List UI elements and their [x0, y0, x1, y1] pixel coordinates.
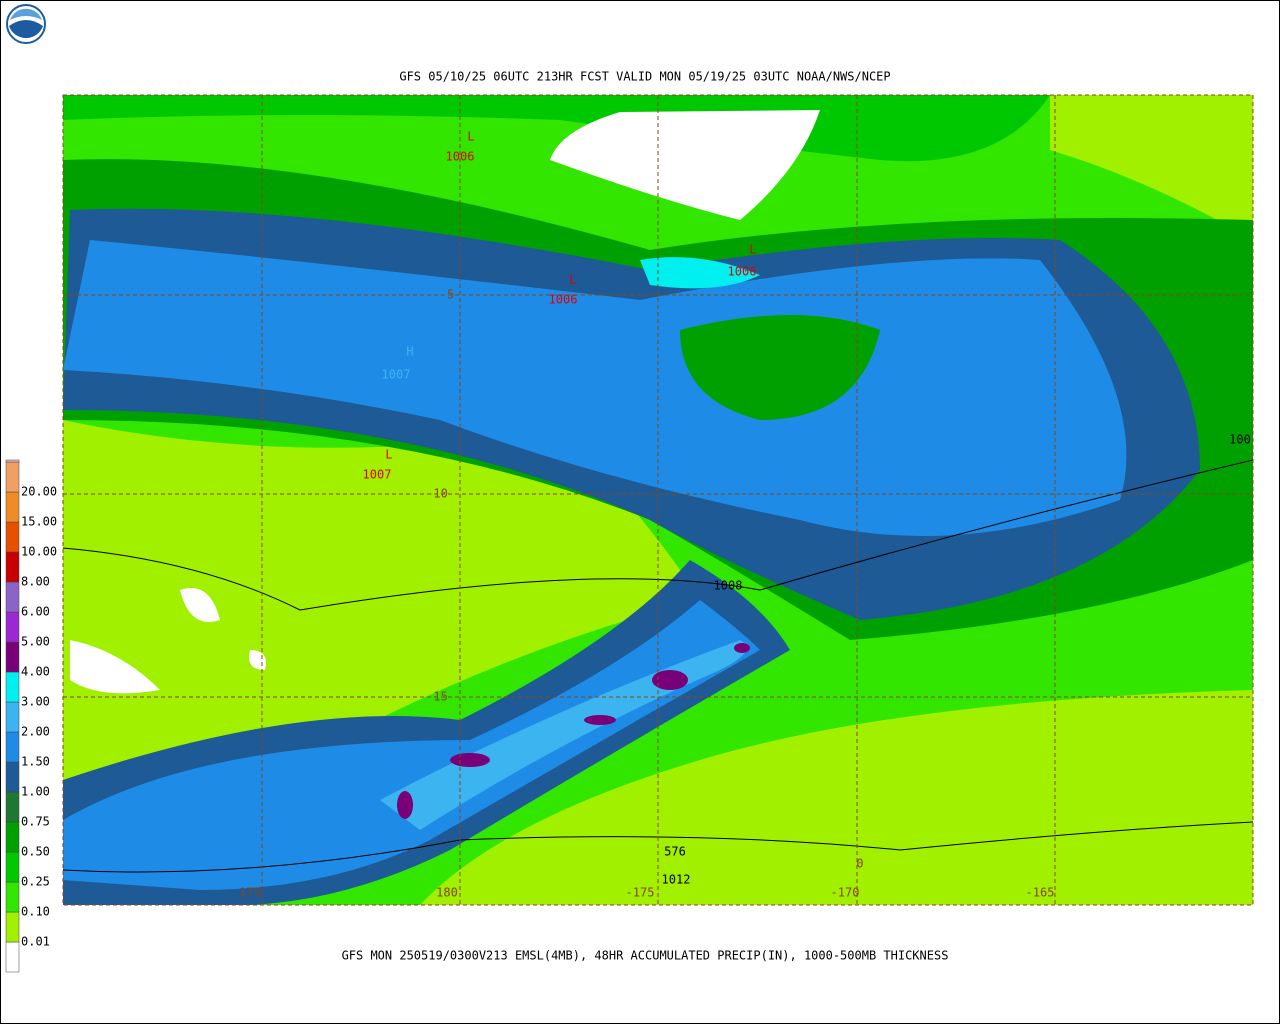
legend-swatch: [5, 521, 20, 553]
legend-label: 3.00: [21, 695, 50, 709]
legend-label: 6.00: [21, 605, 50, 619]
legend-swatch: [5, 731, 20, 763]
legend-swatch: [5, 701, 20, 733]
contour-label: 100: [1229, 433, 1251, 447]
legend-label: 0.25: [21, 875, 50, 889]
legend-swatch: [5, 671, 20, 703]
noaa-logo: [6, 4, 46, 44]
legend-label: 5.00: [21, 635, 50, 649]
contour-label: 0: [856, 857, 863, 871]
lon-label: 180: [436, 886, 458, 900]
legend-swatch: [5, 941, 20, 973]
lon-label: 175: [239, 886, 261, 900]
legend-label: 10.00: [21, 545, 57, 559]
caption: GFS MON 250519/0300V213 EMSL(4MB), 48HR …: [342, 949, 949, 963]
legend-swatch: [5, 461, 20, 493]
legend-label: 8.00: [21, 575, 50, 589]
legend-swatch: [5, 551, 20, 583]
contour-label: 1008: [714, 579, 743, 593]
legend-swatch: [5, 491, 20, 523]
center-symbol: H: [406, 345, 413, 359]
legend-label: 1.50: [21, 755, 50, 769]
legend-label: 1.00: [21, 785, 50, 799]
title: GFS 05/10/25 06UTC 213HR FCST VALID MON …: [399, 70, 890, 84]
contour-label: 1012: [662, 873, 691, 887]
center-pressure: 1007: [363, 468, 392, 482]
center-pressure: 1006: [549, 293, 578, 307]
legend-label: 20.00: [21, 485, 57, 499]
legend-label: 0.10: [21, 905, 50, 919]
legend-swatch: [5, 761, 20, 793]
lon-label: -170: [831, 886, 860, 900]
contour-label: 576: [664, 845, 686, 859]
legend-label: 0.75: [21, 815, 50, 829]
center-symbol: L: [569, 273, 576, 287]
legend-swatch: [5, 851, 20, 883]
legend-label: 2.00: [21, 725, 50, 739]
lat-label: -5: [440, 288, 454, 302]
center-pressure: 1006: [446, 150, 475, 164]
legend-swatch: [5, 881, 20, 913]
legend-label: 15.00: [21, 515, 57, 529]
center-pressure: 1006: [728, 265, 757, 279]
legend-label: 4.00: [21, 665, 50, 679]
legend-label: 0.50: [21, 845, 50, 859]
legend-swatch: [5, 641, 20, 673]
center-symbol: L: [749, 243, 756, 257]
center-symbol: L: [385, 448, 392, 462]
lat-label: -15: [426, 690, 448, 704]
legend-swatch: [5, 821, 20, 853]
legend-swatch: [5, 459, 20, 463]
legend: 0.01 0.10 0.25 0.50 0.75 1.00 1.50 2.00 3.00 4.00…: [5, 459, 57, 973]
legend-swatch: [5, 581, 20, 613]
legend-swatch: [5, 911, 20, 943]
center-pressure: 1007: [382, 368, 411, 382]
lat-label: -10: [426, 487, 448, 501]
legend-label: 0.01: [21, 935, 50, 949]
center-symbol: L: [467, 130, 474, 144]
lon-label: -175: [626, 886, 655, 900]
legend-swatch: [5, 611, 20, 643]
lon-label: -165: [1026, 886, 1055, 900]
precip-map: -5 -10 -15 175 180 -175 -170 -165 L 1006 L 1006 L 100…: [62, 94, 1254, 906]
legend-swatch: [5, 791, 20, 823]
